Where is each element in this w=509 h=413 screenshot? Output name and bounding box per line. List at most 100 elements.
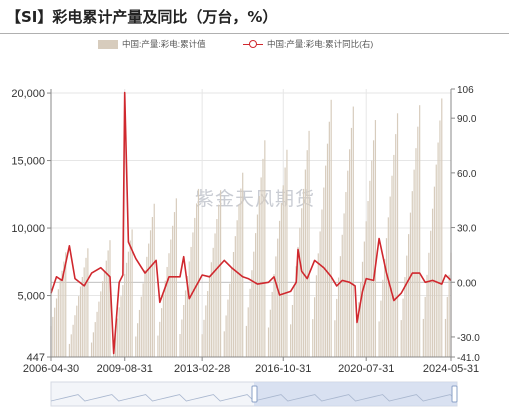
- bar-cumulative-value: [197, 188, 200, 357]
- right-axis-tick-label: 106: [457, 85, 474, 96]
- watermark: 紫金天风期货: [195, 188, 315, 210]
- legend-bar-swatch: [98, 39, 118, 49]
- bar-cumulative-value: [137, 323, 139, 357]
- bar-cumulative-value: [179, 334, 181, 357]
- x-axis-tick-label: 2020-07-31: [338, 363, 394, 375]
- bar-cumulative-value: [196, 203, 198, 357]
- bar-cumulative-value: [231, 267, 233, 357]
- bar-cumulative-value: [391, 175, 393, 357]
- bar-cumulative-value: [240, 188, 242, 357]
- legend-line-swatch: [243, 39, 263, 49]
- bar-cumulative-value: [317, 253, 319, 357]
- bar-cumulative-value: [124, 273, 126, 357]
- bar-cumulative-value: [153, 203, 155, 357]
- bar-cumulative-value: [339, 256, 342, 357]
- bar-cumulative-value: [282, 185, 284, 357]
- bar-cumulative-value: [345, 192, 347, 357]
- bar-cumulative-value: [343, 213, 345, 357]
- bar-cumulative-value: [408, 234, 410, 357]
- bar-cumulative-value: [304, 169, 306, 357]
- bar-cumulative-value: [247, 307, 249, 357]
- bar-cumulative-value: [227, 299, 229, 357]
- bar-cumulative-value: [140, 296, 142, 357]
- zoom-handle-left[interactable]: [251, 385, 258, 403]
- bar-cumulative-value: [444, 318, 447, 357]
- line-series-cumulative-yoy: [50, 91, 452, 355]
- bar-cumulative-value: [251, 270, 253, 357]
- bar-cumulative-value: [393, 154, 395, 357]
- bar-cumulative-value: [175, 198, 177, 357]
- bar-series-cumulative-value: [50, 98, 452, 358]
- bar-cumulative-value: [129, 240, 131, 357]
- bar-cumulative-value: [146, 256, 148, 357]
- bar-cumulative-value: [306, 150, 308, 357]
- bar-cumulative-value: [57, 289, 59, 357]
- bar-cumulative-value: [245, 325, 247, 357]
- bar-cumulative-value: [105, 260, 107, 357]
- bar-cumulative-value: [212, 247, 214, 357]
- bar-cumulative-value: [253, 251, 255, 357]
- zoom-selected-range[interactable]: [254, 382, 457, 406]
- bar-cumulative-value: [372, 140, 375, 357]
- bar-cumulative-value: [363, 241, 365, 357]
- legend-item-cumulative-yoy[interactable]: 中国:产量:彩电:累计同比(右): [243, 38, 373, 50]
- bar-cumulative-value: [214, 233, 216, 357]
- bar-cumulative-value: [430, 230, 432, 357]
- bar-cumulative-value: [350, 127, 353, 357]
- bar-cumulative-value: [160, 308, 163, 357]
- bar-cumulative-value: [98, 301, 100, 357]
- bar-cumulative-value: [439, 120, 441, 358]
- x-axis-tick-label: 2009-08-31: [97, 363, 153, 375]
- bar-cumulative-value: [151, 217, 153, 357]
- bar-cumulative-value: [157, 335, 159, 357]
- right-axis-tick-label: -41.0: [457, 353, 480, 364]
- bar-cumulative-value: [371, 160, 373, 357]
- bar-cumulative-value: [216, 219, 218, 357]
- legend-label-cumulative-yoy: 中国:产量:彩电:累计同比(右): [267, 39, 374, 49]
- bar-cumulative-value: [96, 311, 98, 357]
- bar-cumulative-value: [61, 270, 63, 357]
- bar-cumulative-value: [114, 329, 117, 357]
- bar-cumulative-value: [159, 321, 161, 357]
- bar-cumulative-value: [400, 320, 402, 357]
- bar-cumulative-value: [352, 106, 354, 358]
- bar-cumulative-value: [422, 318, 424, 357]
- zoom-handle-right[interactable]: [451, 385, 458, 403]
- chart-title: 【SI】彩电累计产量及同比（万台，%）: [6, 8, 278, 26]
- bar-cumulative-value: [313, 297, 316, 357]
- bar-cumulative-value: [337, 277, 340, 357]
- bar-cumulative-value: [396, 113, 399, 358]
- bar-cumulative-value: [63, 261, 65, 357]
- bar-cumulative-value: [284, 167, 286, 357]
- bar-cumulative-value: [295, 266, 297, 357]
- bar-cumulative-value: [219, 190, 222, 357]
- bar-cumulative-value: [428, 252, 430, 357]
- bar-cumulative-value: [336, 298, 338, 357]
- bar-cumulative-value: [358, 302, 360, 357]
- bar-cumulative-value: [181, 319, 183, 357]
- bar-cumulative-value: [330, 99, 332, 357]
- right-axis-tick-label: 90.0: [457, 114, 477, 125]
- left-axis-tick-label: 5,000: [17, 291, 45, 303]
- legend-item-cumulative-value[interactable]: 中国:产量:彩电:累计值: [98, 38, 206, 50]
- bar-cumulative-value: [286, 149, 288, 357]
- bar-cumulative-value: [183, 304, 185, 357]
- bar-cumulative-value: [94, 322, 96, 357]
- bar-cumulative-value: [293, 285, 295, 357]
- bar-cumulative-value: [262, 158, 264, 357]
- line-cumulative-yoy: [50, 91, 452, 355]
- right-axis-tick-label: 60.0: [457, 169, 477, 180]
- bar-cumulative-value: [347, 170, 349, 357]
- bar-cumulative-value: [356, 322, 358, 357]
- left-axis-tick-label: 15,000: [11, 156, 45, 168]
- bar-cumulative-value: [205, 305, 207, 357]
- chart-legend: 中国:产量:彩电:累计值 中国:产量:彩电:累计同比(右): [0, 38, 509, 52]
- bar-cumulative-value: [116, 318, 118, 357]
- bar-cumulative-value: [144, 270, 146, 357]
- bar-cumulative-value: [170, 239, 172, 357]
- bar-cumulative-value: [92, 332, 94, 357]
- zoom-slider[interactable]: [50, 381, 458, 407]
- bar-cumulative-value: [334, 320, 336, 357]
- bar-cumulative-value: [168, 253, 170, 357]
